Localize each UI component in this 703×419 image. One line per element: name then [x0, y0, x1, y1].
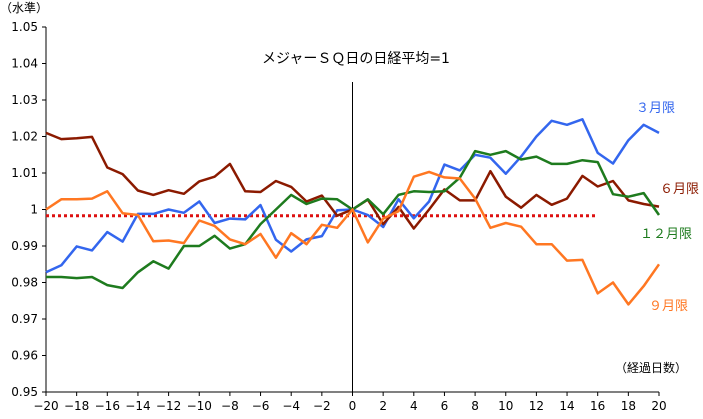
- y-tick-label: 0.97: [11, 312, 38, 326]
- x-tick-label: −10: [187, 399, 212, 413]
- y-tick-label: 1.01: [11, 166, 38, 180]
- x-tick-label: 4: [410, 399, 418, 413]
- y-tick-label: 1.05: [11, 20, 38, 34]
- x-tick-label: −12: [156, 399, 181, 413]
- x-tick-label: −4: [282, 399, 300, 413]
- x-tick-label: 18: [621, 399, 636, 413]
- x-tick-label: −14: [125, 399, 150, 413]
- series-labels: ３月限 ６月限 １２月限 ９月限: [636, 101, 699, 314]
- x-tick-label: −18: [64, 399, 89, 413]
- chart-title: メジャーＳＱ日の日経平均=1: [262, 51, 450, 67]
- x-tick-label: 10: [498, 399, 513, 413]
- y-tick-label: 1: [30, 203, 38, 217]
- x-tick-label: −20: [33, 399, 58, 413]
- y-tick-label: 1.04: [11, 57, 38, 71]
- series-label-mar: ３月限: [636, 101, 675, 116]
- x-tick-label: 20: [651, 399, 666, 413]
- x-tick-label: 0: [349, 399, 357, 413]
- x-tick-label: 2: [379, 399, 387, 413]
- series-label-jun: ６月限: [660, 182, 699, 197]
- y-tick-label: 0.96: [11, 349, 38, 363]
- x-tick-label: −6: [252, 399, 270, 413]
- y-tick-label: 1.02: [11, 130, 38, 144]
- axes: 0.95 0.96 0.97 0.98 0.99 1 1.01 1.02 1.03 1.04 1.0…: [11, 20, 666, 413]
- series-line-sep: [45, 170, 661, 306]
- x-tick-label: −16: [95, 399, 120, 413]
- y-tick-label: 0.99: [11, 239, 38, 253]
- x-tick-label: 14: [559, 399, 574, 413]
- y-tick-label: 0.98: [11, 276, 38, 290]
- x-tick-label: 16: [590, 399, 605, 413]
- y-tick-label: 0.95: [11, 385, 38, 399]
- x-tick-label: −2: [313, 399, 331, 413]
- series-label-sep: ９月限: [649, 299, 688, 314]
- x-tick-label: −8: [221, 399, 239, 413]
- y-tick-label: 1.03: [11, 93, 38, 107]
- x-tick-label: 8: [471, 399, 479, 413]
- x-tick-label: 6: [441, 399, 449, 413]
- x-tick-label: 12: [529, 399, 544, 413]
- series-lines: [45, 82, 661, 392]
- series-label-dec: １２月限: [640, 227, 692, 242]
- y-axis-label: （水準）: [0, 0, 48, 15]
- x-axis-label: （経過日数）: [615, 360, 687, 375]
